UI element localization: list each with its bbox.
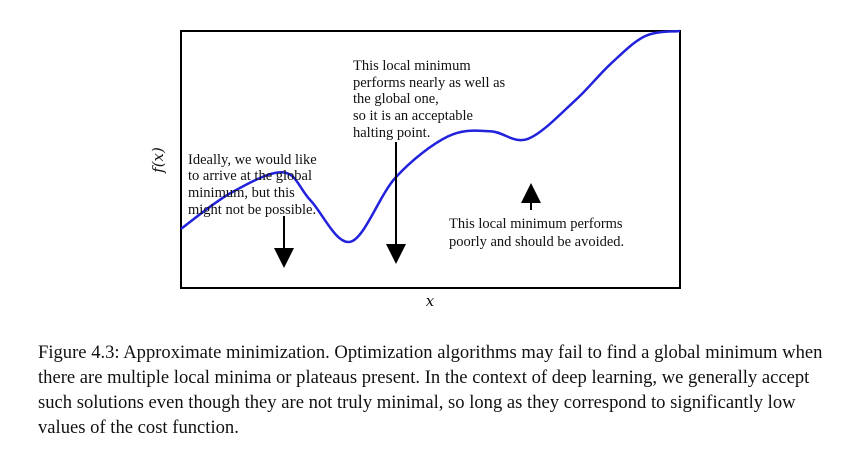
plot-frame <box>180 30 681 289</box>
figure-caption: Figure 4.3: Approximate minimization. Op… <box>38 342 823 438</box>
annotation-global-minimum: Ideally, we would like to arrive at the … <box>188 152 320 218</box>
plot: Ideally, we would like to arrive at the … <box>149 29 681 310</box>
y-axis-label: f(x) <box>149 147 167 174</box>
x-axis-label: x <box>426 292 435 310</box>
annotation-poor-local-minimum: This local minimum performs poorly and s… <box>449 216 626 250</box>
annotation-acceptable-local-minimum: This local minimum performs nearly as we… <box>353 58 509 141</box>
function-curve <box>180 29 681 243</box>
